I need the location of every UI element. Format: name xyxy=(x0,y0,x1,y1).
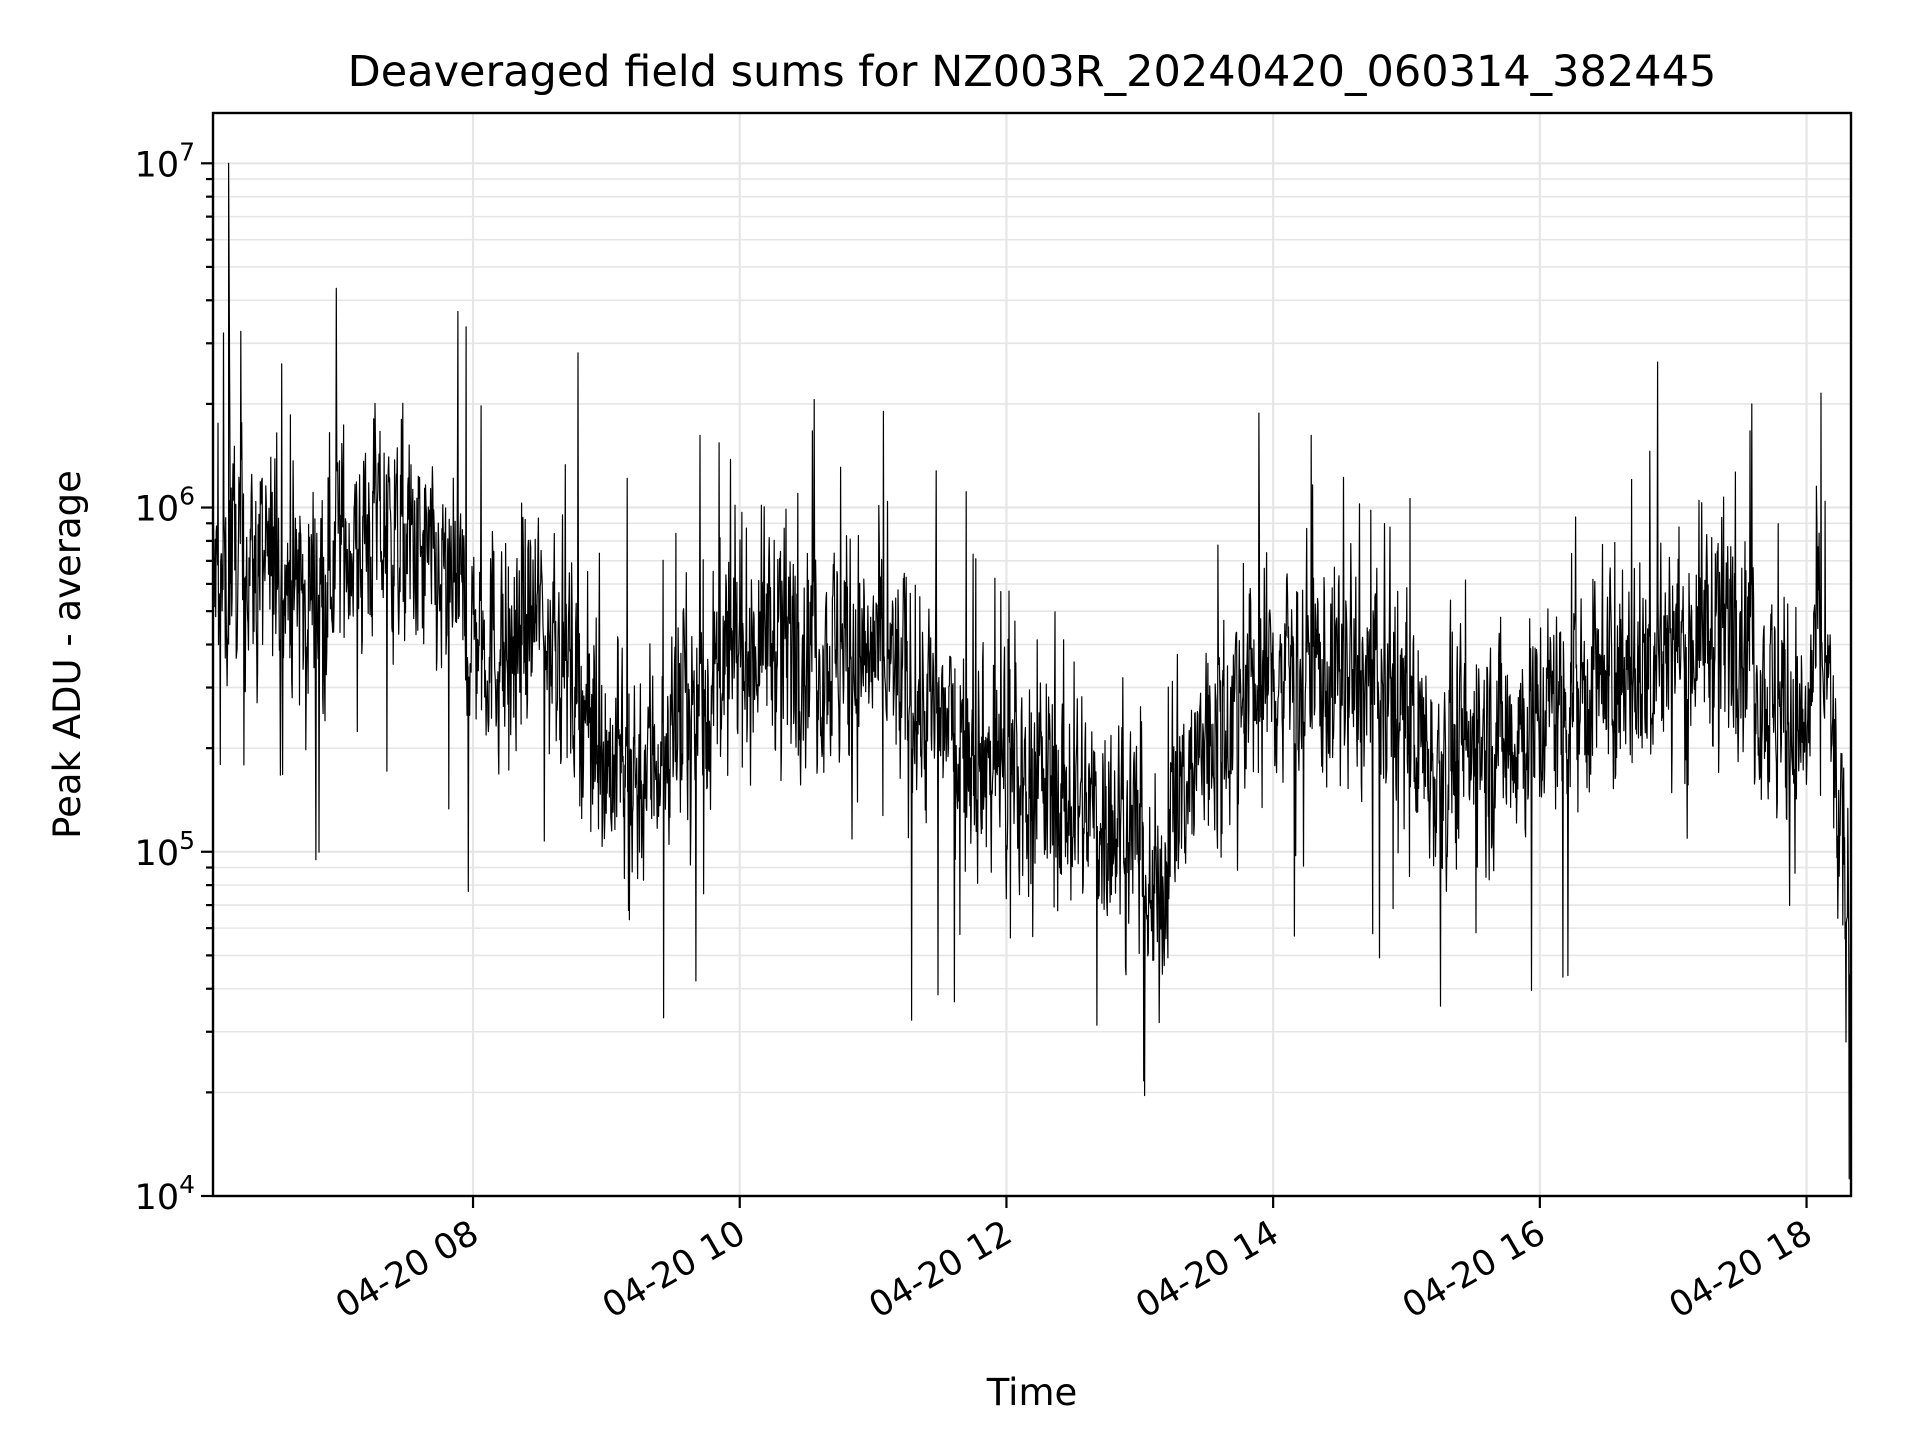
y-tick-base: 10 xyxy=(135,1178,180,1218)
y-tick-label: 107 xyxy=(135,137,195,185)
plot-frame xyxy=(211,111,1853,1198)
y-tick-label: 105 xyxy=(135,826,195,874)
y-axis-label: Peak ADU - average xyxy=(46,470,89,839)
y-tick-label: 106 xyxy=(135,482,195,530)
y-tick-label: 104 xyxy=(135,1170,195,1218)
y-tick-exponent: 5 xyxy=(179,826,195,855)
series-line xyxy=(212,162,1852,1180)
chart-title: Deaveraged field sums for NZ003R_2024042… xyxy=(348,47,1717,97)
y-tick-base: 10 xyxy=(135,145,180,185)
y-tick-exponent: 6 xyxy=(179,482,195,511)
y-tick-exponent: 4 xyxy=(179,1170,195,1199)
y-tick-base: 10 xyxy=(135,490,180,530)
y-tick-base: 10 xyxy=(135,834,180,874)
x-axis-label: Time xyxy=(986,1371,1078,1414)
y-tick-exponent: 7 xyxy=(179,137,195,166)
